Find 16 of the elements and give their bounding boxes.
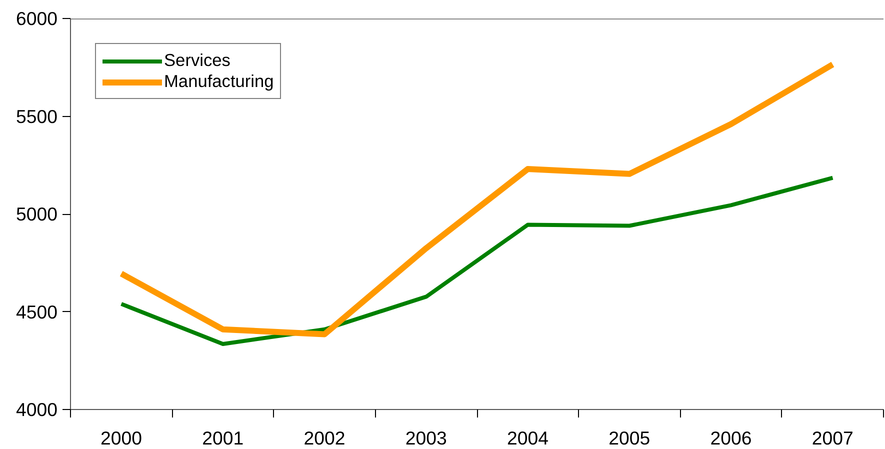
x-tick-label: 2004 [507,428,549,448]
legend-label: Services [164,50,230,71]
legend-label: Manufacturing [164,71,274,92]
x-tick-label: 2001 [202,428,244,448]
x-tick-label: 2005 [608,428,650,448]
line-series [119,176,835,346]
y-tick-label: 6000 [16,8,58,29]
x-tick-label: 2000 [100,428,142,448]
y-tick-label: 5000 [16,204,58,224]
y-tick-label: 4500 [16,301,58,322]
x-tick-label: 2006 [710,428,752,448]
y-tick-label: 4000 [16,399,58,420]
y-tick-label: 5500 [16,106,58,127]
x-tick-label: 2007 [812,428,854,448]
x-tick-label: 2003 [405,428,447,448]
x-tick-label: 2002 [304,428,346,448]
